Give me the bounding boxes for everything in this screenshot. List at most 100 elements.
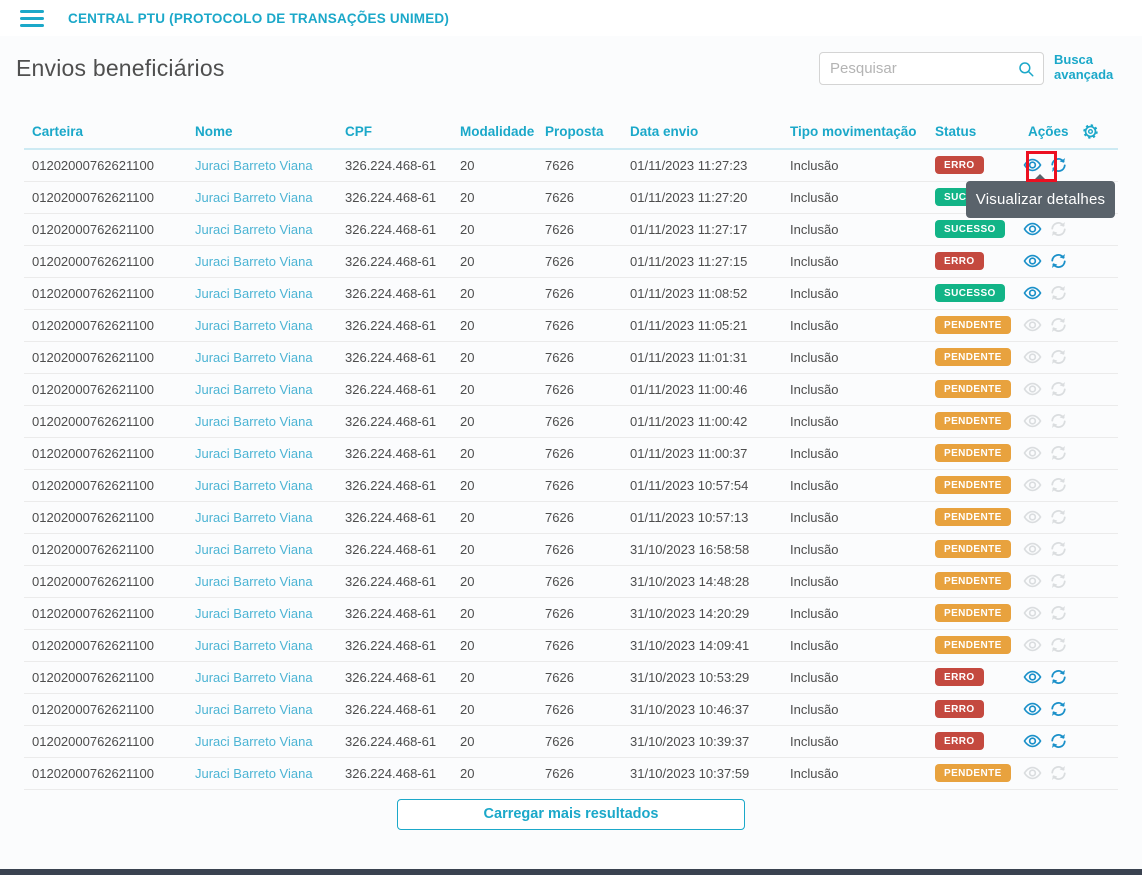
cell-cpf: 326.224.468-61 <box>337 725 452 758</box>
view-details-eye-icon <box>1022 315 1043 335</box>
search-icon[interactable] <box>1017 60 1035 78</box>
table-row: 01202000762621100 Juraci Barreto Viana 3… <box>24 437 1118 470</box>
cell-carteira: 01202000762621100 <box>24 629 187 662</box>
beneficiary-name-link[interactable]: Juraci Barreto Viana <box>195 573 313 589</box>
search-input[interactable] <box>819 52 1044 85</box>
cell-modalidade: 20 <box>452 597 537 630</box>
cell-status: PENDENTE <box>927 533 1020 566</box>
status-badge: PENDENTE <box>935 604 1011 622</box>
cell-modalidade: 20 <box>452 661 537 694</box>
view-details-eye-icon <box>1022 571 1043 591</box>
view-details-eye-icon <box>1022 603 1043 623</box>
cell-modalidade: 20 <box>452 213 537 246</box>
cell-data-envio: 01/11/2023 11:00:42 <box>622 405 782 438</box>
beneficiary-name-link[interactable]: Juraci Barreto Viana <box>195 157 313 173</box>
resend-refresh-icon[interactable] <box>1048 731 1069 751</box>
cell-modalidade: 20 <box>452 373 537 406</box>
view-details-eye-icon[interactable] <box>1022 155 1043 175</box>
column-header-tipo-movimentacao[interactable]: Tipo movimentação <box>782 117 927 150</box>
cell-modalidade: 20 <box>452 501 537 534</box>
cell-modalidade: 20 <box>452 181 537 214</box>
cell-acoes <box>1020 629 1118 662</box>
cell-acoes <box>1020 501 1118 534</box>
resend-refresh-icon <box>1048 763 1069 783</box>
load-more-button[interactable]: Carregar mais resultados <box>397 798 745 830</box>
cell-data-envio: 01/11/2023 11:27:23 <box>622 149 782 182</box>
beneficiary-name-link[interactable]: Juraci Barreto Viana <box>195 605 313 621</box>
view-details-eye-icon <box>1022 635 1043 655</box>
resend-refresh-icon[interactable] <box>1048 667 1069 687</box>
beneficiary-name-link[interactable]: Juraci Barreto Viana <box>195 413 313 429</box>
cell-proposta: 7626 <box>537 725 622 758</box>
cell-proposta: 7626 <box>537 469 622 502</box>
table-row: 01202000762621100 Juraci Barreto Viana 3… <box>24 725 1118 758</box>
resend-refresh-icon <box>1048 347 1069 367</box>
column-header-acoes[interactable]: Ações <box>1020 117 1082 150</box>
cell-data-envio: 01/11/2023 11:01:31 <box>622 341 782 374</box>
beneficiary-name-link[interactable]: Juraci Barreto Viana <box>195 669 313 685</box>
beneficiary-name-link[interactable]: Juraci Barreto Viana <box>195 253 313 269</box>
cell-nome: Juraci Barreto Viana <box>187 341 337 374</box>
column-header-modalidade[interactable]: Modalidade <box>452 117 537 150</box>
beneficiary-name-link[interactable]: Juraci Barreto Viana <box>195 189 313 205</box>
cell-nome: Juraci Barreto Viana <box>187 565 337 598</box>
view-details-eye-icon[interactable] <box>1022 731 1043 751</box>
column-header-status[interactable]: Status <box>927 117 1020 150</box>
cell-cpf: 326.224.468-61 <box>337 181 452 214</box>
column-header-carteira[interactable]: Carteira <box>24 117 187 150</box>
view-details-eye-icon[interactable] <box>1022 699 1043 719</box>
beneficiary-name-link[interactable]: Juraci Barreto Viana <box>195 349 313 365</box>
cell-data-envio: 01/11/2023 11:00:37 <box>622 437 782 470</box>
cell-cpf: 326.224.468-61 <box>337 629 452 662</box>
cell-proposta: 7626 <box>537 277 622 310</box>
advanced-search-link[interactable]: Busca avançada <box>1054 52 1114 83</box>
beneficiary-name-link[interactable]: Juraci Barreto Viana <box>195 221 313 237</box>
resend-refresh-icon <box>1048 315 1069 335</box>
cell-cpf: 326.224.468-61 <box>337 245 452 278</box>
resend-refresh-icon[interactable] <box>1048 699 1069 719</box>
cell-proposta: 7626 <box>537 149 622 182</box>
beneficiary-name-link[interactable]: Juraci Barreto Viana <box>195 445 313 461</box>
cell-modalidade: 20 <box>452 277 537 310</box>
column-header-proposta[interactable]: Proposta <box>537 117 622 150</box>
cell-nome: Juraci Barreto Viana <box>187 629 337 662</box>
view-details-eye-icon[interactable] <box>1022 283 1043 303</box>
cell-status: PENDENTE <box>927 405 1020 438</box>
cell-status: PENDENTE <box>927 629 1020 662</box>
cell-status: ERRO <box>927 149 1020 182</box>
beneficiary-name-link[interactable]: Juraci Barreto Viana <box>195 509 313 525</box>
view-details-eye-icon[interactable] <box>1022 251 1043 271</box>
beneficiary-name-link[interactable]: Juraci Barreto Viana <box>195 733 313 749</box>
view-details-eye-icon[interactable] <box>1022 667 1043 687</box>
cell-status: PENDENTE <box>927 565 1020 598</box>
beneficiary-name-link[interactable]: Juraci Barreto Viana <box>195 317 313 333</box>
table-row: 01202000762621100 Juraci Barreto Viana 3… <box>24 469 1118 502</box>
resend-refresh-icon <box>1048 539 1069 559</box>
resend-refresh-icon <box>1048 379 1069 399</box>
beneficiary-name-link[interactable]: Juraci Barreto Viana <box>195 477 313 493</box>
table-row: 01202000762621100 Juraci Barreto Viana 3… <box>24 565 1118 598</box>
beneficiary-name-link[interactable]: Juraci Barreto Viana <box>195 541 313 557</box>
beneficiary-name-link[interactable]: Juraci Barreto Viana <box>195 701 313 717</box>
cell-data-envio: 01/11/2023 11:00:46 <box>622 373 782 406</box>
column-header-data-envio[interactable]: Data envio <box>622 117 782 150</box>
beneficiary-name-link[interactable]: Juraci Barreto Viana <box>195 381 313 397</box>
table-settings-gear-icon[interactable] <box>1082 123 1099 140</box>
menu-icon[interactable] <box>20 9 44 27</box>
cell-data-envio: 01/11/2023 10:57:54 <box>622 469 782 502</box>
column-header-nome[interactable]: Nome <box>187 117 337 150</box>
table-header-row: Carteira Nome CPF Modalidade Proposta Da… <box>24 117 1118 150</box>
cell-proposta: 7626 <box>537 661 622 694</box>
cell-cpf: 326.224.468-61 <box>337 661 452 694</box>
beneficiary-name-link[interactable]: Juraci Barreto Viana <box>195 285 313 301</box>
column-header-cpf[interactable]: CPF <box>337 117 452 150</box>
resend-refresh-icon[interactable] <box>1048 251 1069 271</box>
beneficiary-name-link[interactable]: Juraci Barreto Viana <box>195 765 313 781</box>
cell-tipo-movimentacao: Inclusão <box>782 373 927 406</box>
view-details-eye-icon <box>1022 507 1043 527</box>
resend-refresh-icon[interactable] <box>1048 155 1069 175</box>
cell-cpf: 326.224.468-61 <box>337 565 452 598</box>
view-details-eye-icon[interactable] <box>1022 219 1043 239</box>
beneficiary-name-link[interactable]: Juraci Barreto Viana <box>195 637 313 653</box>
